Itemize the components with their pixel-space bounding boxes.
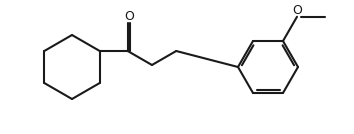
Text: O: O (124, 10, 134, 23)
Text: O: O (292, 4, 302, 17)
